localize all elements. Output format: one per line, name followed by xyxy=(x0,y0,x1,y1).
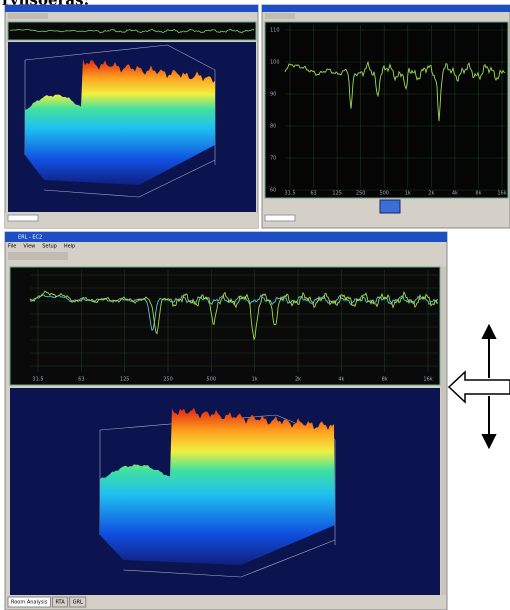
y-label: 100 xyxy=(270,60,280,66)
y-label: 90 xyxy=(270,92,276,98)
box-frame xyxy=(123,539,336,578)
tab[interactable]: GRL xyxy=(69,596,87,608)
x-label: 8k xyxy=(475,191,481,197)
x-label: 2k xyxy=(295,377,301,383)
tab-label: RTA xyxy=(55,600,65,606)
tab-label: Room Analysis xyxy=(11,600,48,606)
tab[interactable]: RTA xyxy=(51,596,69,608)
x-label: 1k xyxy=(405,191,411,197)
x-label: 31.5 xyxy=(32,377,43,383)
x-label: 4k xyxy=(338,377,344,383)
surface xyxy=(25,58,215,186)
y-label: 110 xyxy=(270,28,280,34)
tab[interactable]: Room Analysis xyxy=(7,596,51,608)
x-label: 500 xyxy=(379,191,389,197)
x-label: 31.5 xyxy=(284,191,295,197)
y-label: 60 xyxy=(270,188,276,194)
x-label: 2k xyxy=(428,191,434,197)
box-frame xyxy=(43,159,216,198)
tab-box xyxy=(7,596,51,608)
tab-label: GRL xyxy=(73,600,83,606)
tab-box xyxy=(51,596,69,608)
y-label: 80 xyxy=(270,124,276,130)
x-label: 1k xyxy=(252,377,258,383)
x-label: 125 xyxy=(332,191,342,197)
x-label: 63 xyxy=(78,377,84,383)
menu-item[interactable]: View xyxy=(23,244,35,250)
y-label: 70 xyxy=(270,156,276,162)
menu-item[interactable]: Setup xyxy=(42,244,57,250)
x-label: 63 xyxy=(310,191,316,197)
window-main: ERL - EC2 File View Setup Help 31.5 63 125 250… xyxy=(4,231,448,610)
menu-item[interactable]: File xyxy=(8,244,16,250)
x-label: 4k xyxy=(452,191,458,197)
x-label: 500 xyxy=(207,377,217,383)
window-top-right: 110 100 90 80 70 60 31.5 63 125 250 500 1k 2k 4k 8k 16k xyxy=(261,4,510,229)
tab-box xyxy=(69,596,87,608)
surface xyxy=(100,407,335,565)
x-label: 250 xyxy=(356,191,366,197)
x-label: 16k xyxy=(423,377,432,383)
menu-item[interactable]: Help xyxy=(64,244,75,250)
arrows xyxy=(447,323,510,450)
x-label: 8k xyxy=(382,377,388,383)
window-title: ERL - EC2 xyxy=(18,235,42,241)
x-label: 16k xyxy=(497,191,506,197)
window-top-left xyxy=(4,4,259,229)
x-label: 125 xyxy=(120,377,130,383)
x-label: 250 xyxy=(163,377,173,383)
